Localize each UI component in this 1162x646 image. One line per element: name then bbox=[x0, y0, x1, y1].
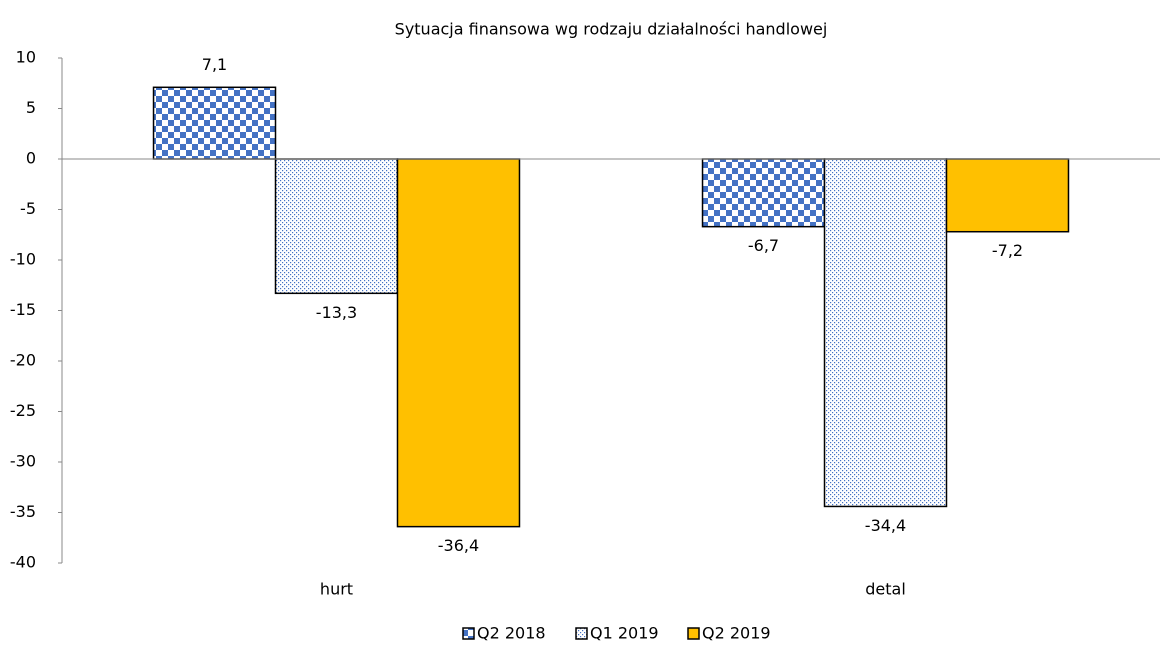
y-tick-label: -35 bbox=[10, 502, 36, 521]
data-label: -6,7 bbox=[748, 236, 779, 255]
y-tick-label: 0 bbox=[26, 149, 36, 168]
x-tick-label: detal bbox=[865, 580, 906, 599]
y-tick-label: -20 bbox=[10, 351, 36, 370]
y-tick-label: 10 bbox=[16, 48, 36, 67]
y-tick-label: -30 bbox=[10, 452, 36, 471]
y-tick-label: -5 bbox=[20, 199, 36, 218]
bar bbox=[823, 158, 948, 508]
legend-swatch bbox=[462, 627, 475, 640]
legend-label: Q2 2019 bbox=[702, 624, 771, 643]
y-tick-label: -25 bbox=[10, 401, 36, 420]
data-label: -13,3 bbox=[316, 303, 357, 322]
bar bbox=[396, 158, 521, 528]
bar bbox=[945, 158, 1070, 233]
chart-title: Sytuacja finansowa wg rodzaju działalnoś… bbox=[395, 20, 828, 39]
data-label: -34,4 bbox=[865, 516, 906, 535]
data-label: 7,1 bbox=[202, 55, 227, 74]
y-tick-label: -15 bbox=[10, 300, 36, 319]
data-label: -36,4 bbox=[438, 536, 479, 555]
legend-label: Q1 2019 bbox=[590, 624, 659, 643]
data-label: -7,2 bbox=[992, 241, 1023, 260]
legend-swatch bbox=[575, 627, 588, 640]
y-tick-label: -40 bbox=[10, 553, 36, 572]
bar bbox=[274, 158, 399, 295]
bar bbox=[701, 158, 826, 228]
y-tick-label: -10 bbox=[10, 250, 36, 269]
y-tick-label: 5 bbox=[26, 98, 36, 117]
x-tick-label: hurt bbox=[320, 580, 353, 599]
legend-label: Q2 2018 bbox=[477, 624, 546, 643]
legend-swatch bbox=[687, 627, 700, 640]
bar bbox=[152, 86, 277, 160]
